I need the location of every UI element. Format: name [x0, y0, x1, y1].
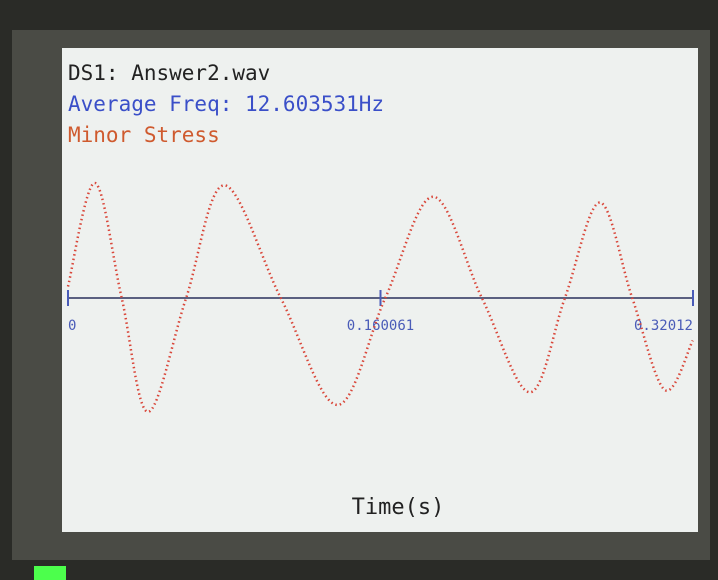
- x-tick-label: 0.32012: [634, 318, 693, 334]
- title: DS1: Answer2.wav: [68, 61, 270, 85]
- x-tick-label: 0: [68, 318, 76, 334]
- subtitle: Average Freq: 12.603531Hz: [68, 92, 384, 116]
- x-tick-label: 0.160061: [347, 318, 414, 334]
- page: DS1: Answer2.wav Average Freq: 12.603531…: [0, 0, 718, 580]
- device-photo: DS1: Answer2.wav Average Freq: 12.603531…: [0, 0, 718, 580]
- power-led: [34, 566, 66, 580]
- annotation: Minor Stress: [68, 123, 220, 147]
- x-axis-label: Time(s): [352, 495, 445, 520]
